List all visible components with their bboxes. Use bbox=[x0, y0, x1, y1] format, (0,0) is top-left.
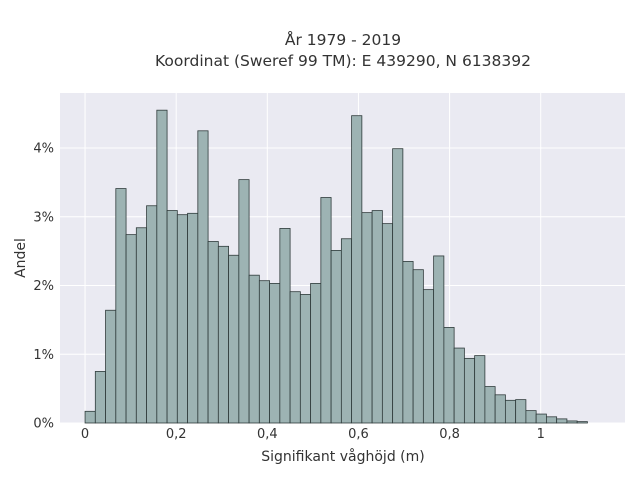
histogram-bar bbox=[494, 394, 506, 424]
histogram-bar bbox=[330, 250, 342, 424]
histogram-bar bbox=[515, 399, 527, 424]
histogram-bar bbox=[463, 357, 476, 424]
histogram-bar bbox=[443, 327, 455, 424]
histogram-bar bbox=[535, 413, 547, 424]
histogram-bar bbox=[176, 214, 188, 424]
histogram-bar bbox=[228, 254, 240, 424]
histogram-bar bbox=[320, 197, 332, 424]
x-tick-label: 1 bbox=[537, 427, 545, 442]
histogram-bar bbox=[94, 371, 106, 424]
histogram-bar bbox=[115, 188, 127, 424]
y-tick-label: 2% bbox=[33, 279, 54, 294]
histogram-bar bbox=[392, 148, 404, 424]
histogram-bar bbox=[299, 294, 312, 424]
histogram-bar bbox=[402, 261, 414, 424]
histogram-bar bbox=[412, 269, 424, 424]
histogram-bar bbox=[453, 347, 465, 424]
histogram-bar bbox=[371, 210, 383, 424]
histogram-bar bbox=[361, 212, 373, 424]
histogram-bar bbox=[340, 238, 353, 424]
histogram-bar bbox=[351, 115, 363, 424]
y-tick-label: 1% bbox=[33, 348, 54, 363]
y-axis-label: Andel bbox=[13, 238, 29, 278]
x-tick-label: 0 bbox=[81, 427, 89, 442]
y-axis-ticks: 0% 1% 2% 3% 4% bbox=[33, 142, 54, 432]
histogram-bar bbox=[146, 205, 158, 424]
histogram-bar bbox=[576, 421, 588, 424]
histogram-bar bbox=[310, 283, 322, 424]
x-tick-label: 0,2 bbox=[166, 427, 187, 442]
histogram-bar bbox=[474, 355, 486, 424]
histogram-bar bbox=[269, 283, 281, 424]
histogram-bar bbox=[258, 280, 270, 424]
histogram-bar bbox=[566, 420, 578, 424]
histogram-bar bbox=[381, 223, 394, 424]
histogram-bar bbox=[217, 245, 229, 424]
histogram-bar bbox=[197, 130, 209, 424]
histogram-bar bbox=[484, 386, 496, 424]
histogram-bar bbox=[279, 228, 291, 424]
histogram-bar bbox=[156, 109, 168, 424]
y-tick-label: 4% bbox=[33, 142, 54, 157]
histogram-bar bbox=[546, 416, 558, 424]
histogram-bar bbox=[248, 274, 260, 424]
histogram-bar bbox=[422, 289, 435, 424]
histogram-bar bbox=[525, 410, 537, 424]
histogram-bar bbox=[135, 227, 147, 424]
histogram-bar bbox=[238, 179, 250, 424]
histogram-bar bbox=[187, 212, 199, 424]
histogram-bar bbox=[289, 291, 301, 424]
bars bbox=[84, 109, 588, 424]
chart-subtitle: Koordinat (Sweref 99 TM): E 439290, N 61… bbox=[155, 52, 531, 70]
histogram-bar bbox=[125, 234, 137, 424]
histogram-bar bbox=[556, 418, 568, 424]
histogram-bar bbox=[207, 241, 219, 424]
histogram-bar bbox=[166, 210, 178, 424]
x-tick-label: 0,8 bbox=[439, 427, 460, 442]
x-tick-label: 0,4 bbox=[257, 427, 278, 442]
histogram-bar bbox=[105, 309, 117, 424]
x-tick-label: 0,6 bbox=[348, 427, 369, 442]
x-axis-label: Signifikant våghöjd (m) bbox=[261, 448, 424, 465]
histogram-bar bbox=[504, 399, 517, 424]
chart-title: År 1979 - 2019 bbox=[285, 30, 401, 49]
y-tick-label: 3% bbox=[33, 210, 54, 225]
histogram-bar bbox=[84, 410, 96, 424]
y-tick-label: 0% bbox=[33, 417, 54, 432]
histogram-bar bbox=[433, 255, 445, 424]
x-axis-ticks: 0 0,2 0,4 0,6 0,8 1 bbox=[81, 427, 545, 442]
